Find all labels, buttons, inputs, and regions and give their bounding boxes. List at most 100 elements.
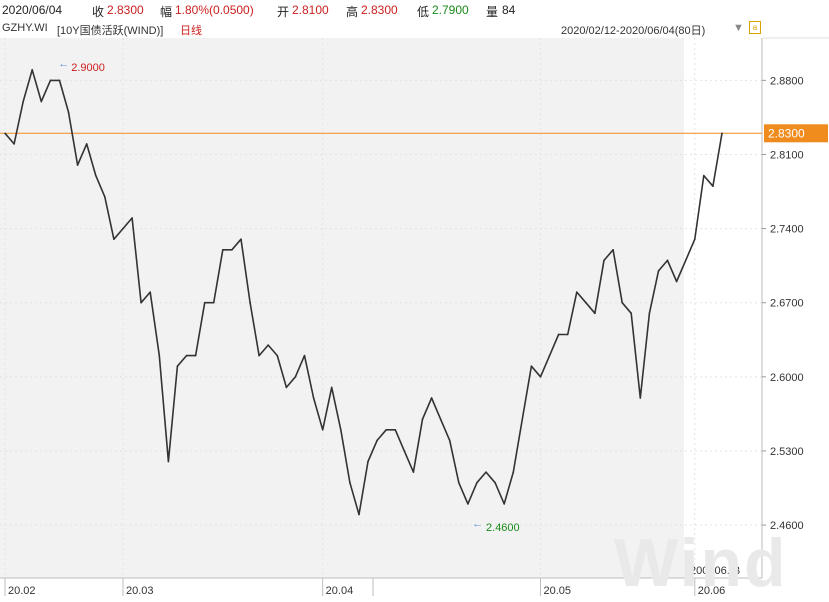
price-point <box>503 503 505 505</box>
volume-label: 量 <box>486 5 499 19</box>
change-value: 1.80%(0.0500) <box>175 3 254 17</box>
lock-icon[interactable]: a <box>749 21 761 34</box>
watermark-logo: Wind <box>614 525 788 601</box>
price-point <box>176 365 179 368</box>
period-label[interactable]: 日线 <box>180 25 202 37</box>
high-value: 2.8300 <box>361 3 398 17</box>
price-point <box>222 248 224 251</box>
last-price-tag: 2.8300 <box>764 124 828 143</box>
price-point <box>476 481 478 484</box>
last-price-tag-bg <box>764 124 828 143</box>
price-point <box>439 418 442 420</box>
price-point <box>494 481 496 484</box>
price-point <box>675 280 678 283</box>
price-points <box>4 68 723 516</box>
price-point <box>149 291 152 293</box>
open-value: 2.8100 <box>292 3 329 17</box>
price-point <box>712 185 714 188</box>
y-tick-label: 2.7400 <box>770 224 804 236</box>
shaded-region <box>0 38 684 578</box>
price-point <box>358 513 360 516</box>
price-point <box>285 386 288 389</box>
quote-date: 2020/06/04 <box>2 3 63 17</box>
price-point <box>485 471 487 473</box>
x-tick-label: 20.03 <box>126 585 154 597</box>
y-tick-label: 2.6700 <box>770 298 804 310</box>
volume-value: 84 <box>502 3 516 17</box>
price-point <box>603 259 605 262</box>
x-tick-label: 20.06 <box>698 585 726 597</box>
price-point <box>648 312 651 315</box>
price-point <box>267 344 270 346</box>
y-tick-label: 2.8100 <box>770 149 804 161</box>
price-point <box>31 68 34 71</box>
y-axis-ticks: 2.8800 2.8100 2.7400 2.6700 2.6000 2.5300 2.46… <box>762 75 804 532</box>
price-point <box>212 301 215 304</box>
price-point <box>430 397 433 399</box>
price-series-line <box>4 69 723 516</box>
y-tick-label: 2.5300 <box>770 446 804 458</box>
price-point <box>412 471 415 473</box>
price-point <box>85 143 88 145</box>
change-label: 幅 <box>160 5 173 19</box>
date-range: 2020/02/12-2020/06/04(80日) <box>561 25 706 37</box>
price-point <box>467 503 469 505</box>
price-point <box>512 471 515 473</box>
price-point <box>58 79 61 82</box>
price-point <box>194 354 197 357</box>
open-label: 开 <box>277 5 290 19</box>
price-point <box>13 143 15 145</box>
price-point <box>158 354 161 357</box>
max-label: 2.9000 <box>71 62 105 74</box>
dropdown-icon[interactable]: ▼ <box>733 22 744 34</box>
x-tick-label: 20.02 <box>8 585 36 597</box>
price-point <box>167 460 170 463</box>
price-point <box>566 333 569 336</box>
close-value: 2.8300 <box>107 3 144 17</box>
price-point <box>276 354 279 357</box>
y-tick-label: 2.6000 <box>770 372 804 384</box>
price-point <box>666 259 669 262</box>
price-point <box>76 164 79 166</box>
price-point <box>367 460 369 463</box>
price-point <box>521 418 524 420</box>
max-marker: ← 2.9000 <box>58 58 105 74</box>
price-point <box>67 111 70 113</box>
price-point <box>49 79 52 82</box>
price-point <box>185 354 188 357</box>
price-point <box>630 312 633 315</box>
price-point <box>639 397 642 399</box>
price-point <box>113 238 115 240</box>
min-arrow-icon: ← <box>472 518 483 530</box>
price-point <box>557 333 560 336</box>
price-point <box>321 428 324 431</box>
price-point <box>22 100 24 103</box>
price-point <box>131 217 133 219</box>
price-point <box>548 354 551 357</box>
price-point <box>122 227 124 230</box>
price-point <box>240 238 242 240</box>
price-point <box>94 174 97 177</box>
last-price-tag-text: 2.8300 <box>768 126 805 140</box>
security-name: [10Y国债活跃(WIND)] <box>57 25 164 37</box>
close-label: 收 <box>92 5 105 19</box>
price-point <box>303 354 306 357</box>
price-point <box>575 291 578 293</box>
security-code: GZHY.WI <box>2 22 48 34</box>
price-point <box>612 248 614 251</box>
price-point <box>40 100 43 103</box>
price-point <box>385 428 387 431</box>
price-point <box>448 439 451 442</box>
price-point <box>594 312 596 315</box>
price-point <box>394 428 397 431</box>
y-tick-label: 2.8800 <box>770 75 804 87</box>
price-point <box>530 365 533 368</box>
price-point <box>703 174 705 177</box>
price-point <box>457 481 460 484</box>
price-point <box>330 386 333 389</box>
low-value: 2.7900 <box>432 3 469 17</box>
price-point <box>684 259 687 262</box>
price-point <box>203 301 206 304</box>
price-point <box>258 354 260 357</box>
x-axis-ticks: 20.02 20.03 20.04 20.05 20.06 <box>4 578 726 597</box>
